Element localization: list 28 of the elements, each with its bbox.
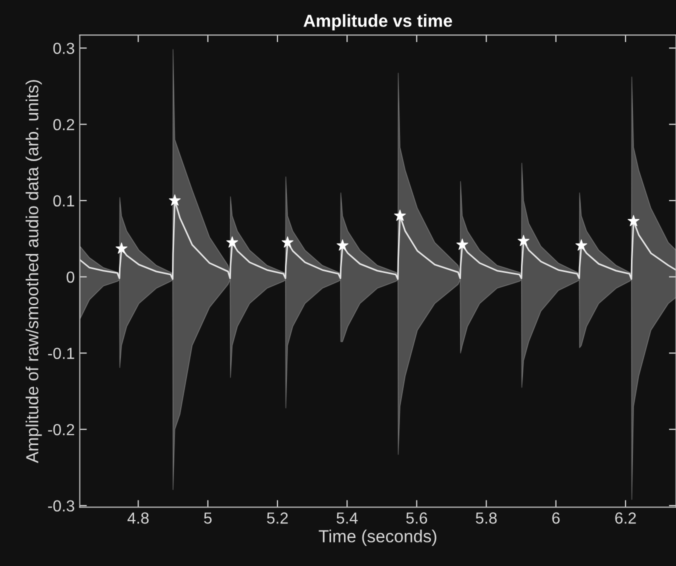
y-tick-label: 0: [66, 271, 74, 283]
y-tick-label: 0.3: [53, 42, 74, 54]
y-tick-label: -0.3: [48, 500, 74, 512]
x-tick-label: 5: [204, 512, 212, 524]
point: [628, 215, 640, 226]
point: [518, 234, 530, 246]
point: [336, 239, 348, 251]
point: [226, 236, 238, 248]
point: [116, 242, 128, 254]
x-tick-label: 5.8: [476, 512, 497, 524]
point: [575, 239, 588, 251]
y-axis-title: Amplitude of raw/smoothed audio data (arb. units): [26, 80, 42, 464]
x-tick-label: 5.4: [336, 512, 358, 524]
y-tick-label: -0.2: [48, 424, 74, 436]
point: [456, 238, 468, 250]
x-tick-label: 5.2: [267, 512, 288, 524]
point: [394, 210, 406, 221]
y-tick-label: 0.2: [53, 118, 74, 130]
y-tick-label: -0.1: [48, 348, 74, 360]
x-tick-label: 4.8: [128, 512, 149, 524]
point: [168, 194, 181, 206]
y-tick-label: 0.1: [53, 195, 74, 207]
x-tick-label: 6: [552, 512, 560, 524]
x-axis-title: Time (seconds): [318, 530, 436, 546]
chart-title: Amplitude vs time: [304, 14, 452, 30]
x-tick-label: 5.6: [406, 512, 428, 524]
point: [282, 236, 294, 248]
x-tick-label: 6.2: [615, 512, 636, 524]
